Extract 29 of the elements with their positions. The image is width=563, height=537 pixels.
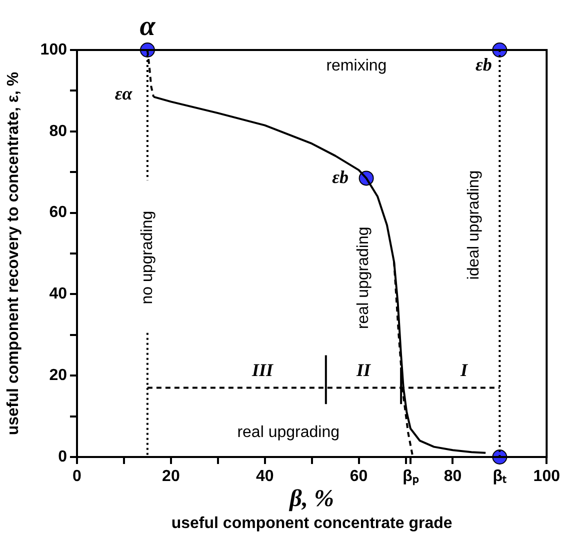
annotation: II (355, 360, 372, 380)
annotation: ideal upgrading (465, 170, 482, 280)
annotation: no upgrading (138, 210, 156, 304)
annotation: real upgrading (354, 226, 372, 330)
x-tick-label: βₜ (492, 468, 507, 486)
y-tick-label: 60 (49, 204, 68, 222)
x-tick-label: 80 (444, 468, 462, 486)
y-tick-label: 20 (49, 367, 68, 384)
y-axis-title: useful component recovery to concentrate, ε, % (5, 72, 22, 436)
x-tick-label: 60 (350, 468, 368, 486)
y-tick-label: 100 (40, 41, 68, 58)
y-tick-label: 0 (58, 448, 68, 466)
annotation: εb (475, 54, 492, 75)
x-tick-label: 40 (256, 468, 274, 486)
x-axis-title: useful component concentrate grade (171, 514, 452, 532)
y-tick-label: 80 (49, 122, 68, 140)
y-tick-label: 40 (49, 286, 68, 303)
annotation: I (459, 360, 468, 380)
x-tick-label: 20 (162, 468, 180, 486)
x-tick-label: 100 (533, 468, 560, 486)
x-tick-label: 0 (72, 468, 82, 486)
annotation: III (251, 360, 274, 380)
annotation: εα (114, 83, 134, 104)
x-tick-label: βₚ (402, 468, 420, 486)
text: β, % (288, 486, 334, 512)
annotation: α (140, 11, 156, 42)
annotation: εb (332, 166, 348, 187)
annotation: remixing (326, 58, 387, 75)
annotation: real upgrading (237, 424, 340, 441)
